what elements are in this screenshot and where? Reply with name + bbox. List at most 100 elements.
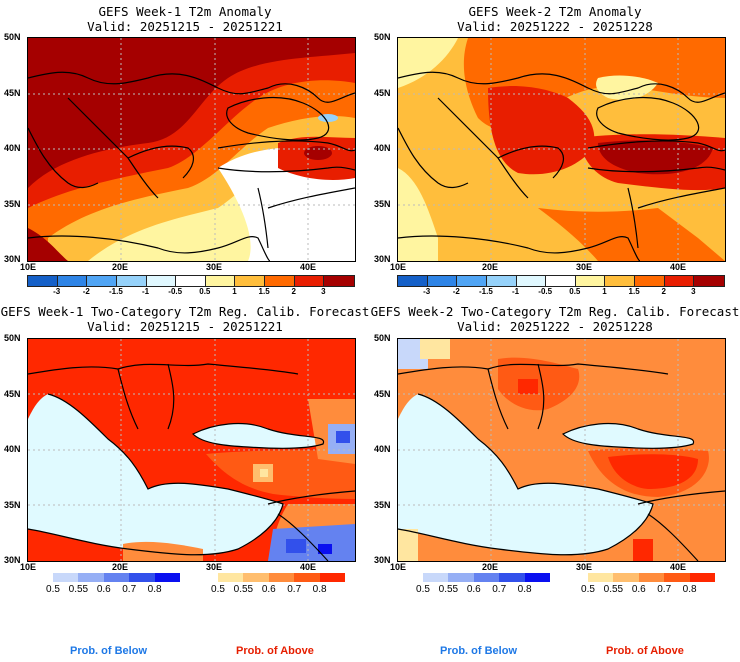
anomaly-colorbar-swatch [205,276,236,286]
lon-label-10e: 10E [390,262,407,272]
lat-label-30n: 30N [4,254,21,264]
lon-label-20e: 20E [112,262,129,272]
prob-above-colorbar-swatch [664,573,690,582]
lon-label-40e: 40E [300,562,317,572]
lat-label-30n: 30N [374,254,391,264]
anomaly-colorbar-swatch [575,276,606,286]
anomaly-colorbar-swatch [235,276,265,286]
anomaly-colorbar-swatch [546,276,576,286]
prob-below-colorbar-swatch [448,573,474,582]
lon-label-40e: 40E [670,262,687,272]
prob-below-colorbar-tick-label: 0.55 [438,584,459,595]
lat-label-50n: 50N [4,32,21,42]
prob-below-label: Prob. of Below [440,645,517,657]
anomaly-colorbar-swatch [28,276,58,286]
lat-label-45n: 45N [4,88,21,98]
sea-mediterranean [28,394,283,555]
lat-label-50n: 50N [374,333,391,343]
sea-black [563,423,694,449]
lat-label-40n: 40N [4,143,21,153]
anomaly-colorbar-tick-label: 3 [691,287,696,296]
anomaly-colorbar-swatch [635,276,665,286]
panel-week1-anomaly: GEFS Week-1 T2m Anomaly Valid: 20251215 … [0,0,370,330]
anomaly-map [397,37,726,262]
panel-title: GEFS Week-1 T2m Anomaly [98,4,272,19]
anomaly-colorbar-swatch [265,276,295,286]
sea-black [193,423,324,449]
prob-below-colorbar-swatch [154,573,180,582]
prob-above-0-8-sinai [633,539,653,561]
lon-label-30e: 30E [576,562,593,572]
prob-below-colorbar-tick-label: 0.6 [466,584,481,595]
anomaly-field-2-balkans [488,86,595,175]
anomaly-field-0-5-nw [398,38,458,88]
prob-below-colorbar-tick-label: 0.5 [416,584,430,595]
prob-above-0-8-turkey [608,454,698,489]
anomaly-colorbar-swatch [57,276,88,286]
panel-valid-dates: Valid: 20251222 - 20251228 [457,19,653,34]
lon-label-40e: 40E [670,562,687,572]
graticule [398,38,725,261]
anomaly-colorbar-swatch [176,276,206,286]
lon-label-10e: 10E [20,562,37,572]
anomaly-field-0-5-sw [398,168,438,261]
prob-above-colorbar-swatch [294,573,320,582]
lon-label-10e: 10E [20,262,37,272]
probability-map [397,338,726,562]
lat-label-30n: 30N [374,555,391,565]
panel-valid-dates: Valid: 20251215 - 20251221 [87,319,283,334]
anomaly-colorbar-swatch [294,276,325,286]
lat-label-35n: 35N [4,199,21,209]
prob-below-colorbar-swatch [524,573,550,582]
prob-above-0-8-cell [518,379,538,394]
anomaly-field-1-5-south [538,208,725,261]
coastlines [28,71,355,261]
prob-below-colorbar-swatch [53,573,79,582]
anomaly-colorbar-swatch [146,276,177,286]
map-canvas [398,339,725,561]
prob-above-colorbar-tick-label: 0.7 [287,584,302,595]
prob-below-colorbar-labels: 0.5 0.55 0.6 0.7 0.8 [46,584,180,596]
prob-below-label: Prob. of Below [70,645,147,657]
prob-below-colorbar-tick-label: 0.7 [122,584,137,595]
panel-title: GEFS Week-2 T2m Anomaly [468,4,642,19]
prob-above-colorbar-swatch [268,573,295,582]
lat-label-45n: 45N [374,389,391,399]
map-canvas [28,38,355,261]
prob-below-colorbar-tick-label: 0.55 [68,584,89,595]
lon-label-30e: 30E [576,262,593,272]
anomaly-colorbar-tick-label: -2 [452,287,460,296]
prob-above-colorbar-swatch [638,573,665,582]
anomaly-colorbar-swatch [398,276,428,286]
prob-above-0-5-sw [398,529,418,561]
lat-label-35n: 35N [4,500,21,510]
anomaly-colorbar-swatch [516,276,547,286]
panel-title: GEFS Week-2 Two-Category T2m Reg. Calib.… [370,304,740,319]
lat-label-35n: 35N [374,199,391,209]
anomaly-colorbar [397,275,725,287]
anomaly-colorbar-tick-label: 0.5 [569,287,581,296]
lat-label-40n: 40N [374,143,391,153]
map-canvas [28,339,355,561]
prob-above-colorbar-tick-label: 0.6 [261,584,276,595]
coastlines [28,363,355,561]
coastlines [398,363,725,561]
prob-above-colorbar-swatch [613,573,639,582]
anomaly-colorbar-tick-label: -1 [511,287,520,296]
prob-above-0-5-cell [260,469,268,477]
prob-above-colorbar-tick-label: 0.6 [631,584,646,595]
lat-label-50n: 50N [4,333,21,343]
anomaly-colorbar-labels: -3 -2 -1.5 -1 -0.5 0.5 1 1.5 2 3 [397,287,723,297]
map-canvas [398,38,725,261]
probability-map [27,338,356,562]
prob-above-label: Prob. of Above [606,645,684,657]
prob-above-colorbar-swatch [218,573,244,582]
panel-valid-dates: Valid: 20251215 - 20251221 [87,19,283,34]
anomaly-cold-spot [318,114,338,122]
prob-above-colorbar-tick-label: 0.5 [211,584,225,595]
prob-above-colorbar-swatch [243,573,269,582]
prob-below-0-7-caucasus [336,431,350,443]
prob-above-colorbar-tick-label: 0.55 [233,584,254,595]
panel-week1-prob: GEFS Week-1 Two-Category T2m Reg. Calib.… [0,300,370,662]
anomaly-colorbar-swatch [427,276,458,286]
